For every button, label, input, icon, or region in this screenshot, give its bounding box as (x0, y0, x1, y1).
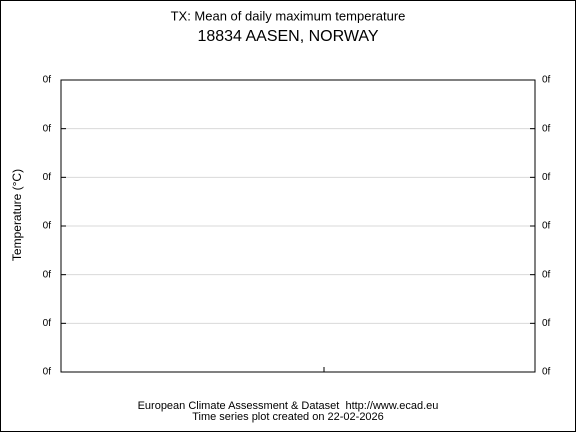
y2-tick-label: 0f (542, 269, 551, 280)
y2-tick-label: 0f (542, 318, 551, 329)
y2-tick-label: 0f (542, 75, 551, 86)
y-tick-label: 0f (43, 172, 52, 183)
y-tick-label: 0f (43, 367, 52, 378)
y2-tick-label: 0f (542, 172, 551, 183)
chart-title: TX: Mean of daily maximum temperature (171, 8, 406, 23)
y-tick-label: 0f (43, 318, 52, 329)
grid (61, 128, 535, 324)
y2-tick-label: 0f (542, 221, 551, 232)
y2-tick-label: 0f (542, 123, 551, 134)
footer-line: European Climate Assessment & Dataset ht… (138, 400, 439, 412)
y-tick-label: 0f (43, 221, 52, 232)
y-axis-label: Temperature (°C) (10, 169, 24, 261)
y-tick-label: 0f (43, 123, 52, 134)
footer-line: Time series plot created on 22-02-2026 (192, 411, 384, 423)
y-tick-label: 0f (43, 269, 52, 280)
y2-tick-label: 0f (542, 367, 551, 378)
chart-subtitle: 18834 AASEN, NORWAY (197, 28, 378, 45)
y-tick-label: 0f (43, 75, 52, 86)
